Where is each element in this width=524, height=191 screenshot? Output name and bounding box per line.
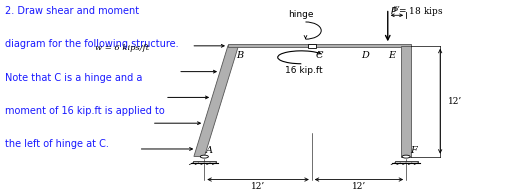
Text: D: D [362,51,369,60]
Text: 12’: 12’ [251,182,265,191]
Bar [395,161,418,163]
Text: moment of 16 kip.ft is applied to: moment of 16 kip.ft is applied to [5,106,165,116]
Text: hinge: hinge [289,10,314,19]
Text: B: B [236,51,243,60]
Bar [308,44,316,48]
Text: the left of hinge at C.: the left of hinge at C. [5,139,109,149]
Polygon shape [401,46,411,157]
Bar [193,161,216,163]
Circle shape [402,155,410,158]
Polygon shape [194,46,238,157]
Text: A: A [205,146,212,155]
Text: $P$ = 18 kips: $P$ = 18 kips [390,5,444,18]
Text: E: E [388,51,395,60]
Text: 2. Draw shear and moment: 2. Draw shear and moment [5,6,139,16]
Text: 12’: 12’ [448,97,462,106]
Text: diagram for the following structure.: diagram for the following structure. [5,39,179,49]
Text: F: F [410,146,417,155]
Text: 16 kip.ft: 16 kip.ft [285,66,323,75]
Circle shape [200,155,209,158]
Polygon shape [228,44,411,47]
Text: 6’: 6’ [393,5,401,13]
Text: C: C [316,51,323,60]
Text: Note that C is a hinge and a: Note that C is a hinge and a [5,73,143,83]
Text: w = 6 kips/ft: w = 6 kips/ft [95,44,149,52]
Text: 12’: 12’ [352,182,366,191]
